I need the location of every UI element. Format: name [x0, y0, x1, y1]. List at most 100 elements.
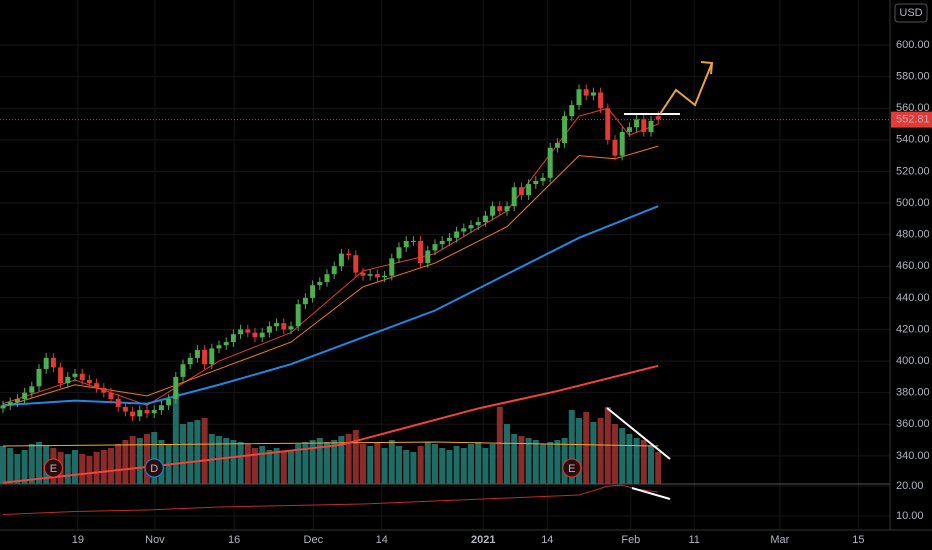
candle-body	[446, 237, 452, 241]
volume-bar	[568, 410, 575, 484]
indicator-tick-label: 20.00	[896, 480, 924, 492]
volume-bar	[374, 442, 381, 484]
volume-bar	[496, 407, 503, 484]
candle-body	[475, 222, 481, 226]
volume-bar	[518, 436, 525, 484]
event-marker-label: D	[150, 463, 158, 475]
candle-body	[583, 89, 589, 96]
candle-body	[389, 258, 395, 276]
volume-bar	[360, 444, 366, 484]
candle-body	[468, 225, 474, 229]
volume-bar	[259, 446, 266, 484]
indicator-trend-drawing	[631, 487, 671, 500]
volume-bar	[403, 450, 410, 484]
volume-bar	[352, 430, 359, 484]
candle-body	[108, 392, 114, 399]
volume-bar	[244, 444, 251, 484]
y-tick-label: 580.00	[896, 71, 930, 83]
candle-body	[230, 334, 236, 343]
volume-bar	[136, 438, 143, 484]
candle-body	[626, 127, 632, 132]
volume-bar	[64, 454, 71, 484]
volume-bar	[525, 438, 532, 484]
currency-box[interactable]	[894, 3, 928, 23]
volume-bar	[144, 434, 150, 484]
candle-body	[439, 240, 445, 245]
candle-body	[252, 332, 258, 338]
candle-body	[86, 380, 92, 384]
volume-bar	[237, 442, 244, 484]
candle-body	[554, 143, 560, 148]
candle-body	[648, 120, 654, 132]
volume-bar	[252, 448, 258, 484]
candle-body	[36, 368, 42, 387]
y-tick-label: 520.00	[896, 165, 930, 177]
x-tick-label: 2021	[471, 534, 495, 546]
volume-bar	[388, 440, 395, 484]
volume-bar	[21, 450, 28, 484]
candle-body	[324, 274, 330, 283]
volume-bar	[230, 440, 237, 484]
candle-body	[58, 367, 64, 384]
volume-bar	[626, 434, 633, 484]
candle-body	[590, 92, 596, 96]
candle-body	[482, 215, 488, 223]
volume-bar	[345, 434, 352, 484]
x-tick-label: 16	[228, 534, 240, 546]
candle-body	[180, 364, 186, 377]
volume-bar	[439, 448, 446, 484]
volume-bar	[309, 440, 316, 484]
candle-body	[569, 105, 575, 117]
volume-bar	[122, 440, 129, 484]
candle-body	[266, 326, 272, 333]
volume-bar	[446, 450, 453, 484]
volume-bar	[367, 446, 374, 484]
x-tick-label: Dec	[304, 534, 324, 546]
currency-label: USD	[899, 7, 922, 19]
volume-bar	[194, 420, 201, 484]
volume-bar	[223, 438, 230, 484]
event-marker	[144, 458, 164, 478]
candle-body	[238, 329, 244, 335]
candle-body	[511, 187, 517, 207]
last-price-tag	[891, 111, 932, 128]
candle-body	[533, 180, 539, 185]
candle-body	[353, 255, 359, 273]
indicator-tick-label: 10.00	[896, 510, 924, 522]
candle-body	[295, 304, 301, 327]
event-marker	[43, 458, 63, 478]
candle-body	[288, 326, 294, 330]
volume-bar	[432, 444, 438, 484]
volume-bar	[86, 456, 93, 484]
y-tick-label: 420.00	[896, 323, 930, 335]
candle-body	[122, 406, 128, 412]
candle-body	[144, 410, 150, 414]
candle-body	[29, 386, 35, 393]
x-tick-label: 11	[688, 534, 699, 546]
candle-body	[245, 329, 251, 333]
x-tick-label: 19	[72, 534, 84, 546]
candle-body	[14, 398, 20, 403]
volume-bar	[504, 424, 510, 484]
candle-body	[166, 398, 172, 406]
candle-body	[79, 373, 85, 381]
candle-body	[562, 116, 568, 144]
y-tick-label: 500.00	[896, 197, 930, 209]
candle-body	[259, 332, 265, 338]
volume-bar	[338, 436, 345, 484]
event-marker-label: E	[50, 463, 57, 475]
volume-bar	[295, 444, 302, 484]
candle-body	[432, 244, 438, 251]
moving-average-line	[2, 364, 659, 484]
volume-bar	[482, 448, 489, 484]
indicator-line	[2, 484, 659, 515]
candle-body	[598, 92, 604, 109]
y-tick-label: 440.00	[896, 292, 930, 304]
volume-bar	[14, 454, 21, 484]
volume-bar	[619, 428, 626, 484]
volume-bar	[129, 436, 136, 484]
volume-bar	[331, 440, 338, 484]
candle-body	[418, 240, 424, 264]
volume-bar	[201, 418, 208, 484]
